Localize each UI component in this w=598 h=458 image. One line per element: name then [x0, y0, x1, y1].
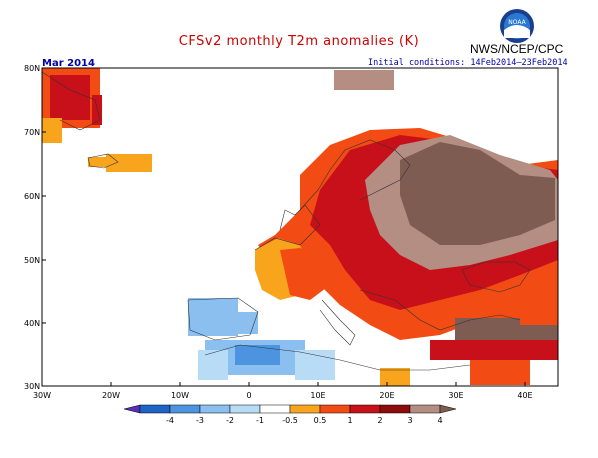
- initial-conditions: Initial conditions: 14Feb2014–23Feb2014: [368, 58, 568, 68]
- noaa-logo: NOAA: [499, 8, 535, 48]
- colorbar-swatch: [289, 404, 321, 414]
- colorbar-swatch: [199, 404, 231, 414]
- agency-label: NWS/NCEP/CPC: [470, 42, 564, 56]
- france-anomaly: [255, 238, 330, 300]
- colorbar-swatch: [319, 404, 351, 414]
- lon-label: 40E: [517, 391, 532, 400]
- turkey-anomaly: [380, 285, 558, 386]
- colorbar-swatch: [139, 404, 171, 414]
- coastlines: [41, 71, 531, 371]
- colorbar-swatch: [169, 404, 201, 414]
- lat-label: 30N: [24, 382, 40, 391]
- europe-anomaly: [258, 128, 558, 340]
- colorbar-label: -0.5: [282, 416, 298, 425]
- colorbar-label: 2: [377, 416, 382, 425]
- lon-label: 20W: [102, 391, 120, 400]
- noaa-logo-text: NOAA: [508, 19, 526, 26]
- chart-title: CFSv2 monthly T2m anomalies (K): [178, 34, 420, 49]
- lon-label: 10W: [171, 391, 189, 400]
- colorbar-swatch: [409, 404, 441, 414]
- colorbar-label: 3: [407, 416, 412, 425]
- colorbar-label: 1: [347, 416, 352, 425]
- colorbar-label: 4: [437, 416, 442, 425]
- colorbar-label: -1: [256, 416, 264, 425]
- colorbar-label: -2: [226, 416, 234, 425]
- lon-label: 30W: [33, 391, 51, 400]
- lon-label: 20E: [379, 391, 394, 400]
- iberia-anomaly: [188, 298, 335, 380]
- colorbar-swatch: [379, 404, 411, 414]
- colorbar-label: 0.5: [314, 416, 327, 425]
- colorbar-swatch: [229, 404, 261, 414]
- forecast-month: Mar 2014: [42, 58, 95, 69]
- colorbar: -4 -3 -2 -1 -0.5 0.5 1 2 3 4: [123, 404, 457, 425]
- lat-label: 80N: [24, 64, 40, 73]
- iceland-anomaly: [88, 154, 152, 172]
- colorbar-arrow-low: [123, 404, 141, 414]
- colorbar-swatch: [259, 404, 291, 414]
- lat-label: 70N: [24, 128, 40, 137]
- arctic-anomaly: [334, 70, 394, 90]
- colorbar-swatch: [349, 404, 381, 414]
- lat-label: 40N: [24, 319, 40, 328]
- lat-label: 60N: [24, 192, 40, 201]
- colorbar-arrow-high: [439, 404, 457, 414]
- colorbar-label: -3: [196, 416, 204, 425]
- lon-label: 10E: [310, 391, 325, 400]
- lon-label: 30E: [448, 391, 463, 400]
- colorbar-label: -4: [166, 416, 174, 425]
- lat-label: 50N: [24, 256, 40, 265]
- map-frame: [41, 67, 559, 387]
- lon-label: 0: [246, 391, 251, 400]
